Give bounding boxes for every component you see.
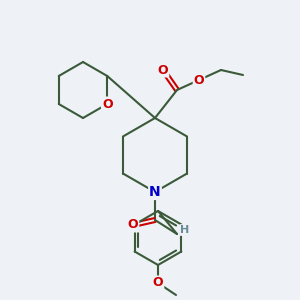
Text: H: H xyxy=(180,225,190,235)
Text: O: O xyxy=(128,218,138,232)
Text: O: O xyxy=(158,64,168,76)
Text: O: O xyxy=(102,98,112,110)
Text: N: N xyxy=(149,185,161,199)
Text: O: O xyxy=(153,277,163,290)
Text: O: O xyxy=(194,74,204,86)
